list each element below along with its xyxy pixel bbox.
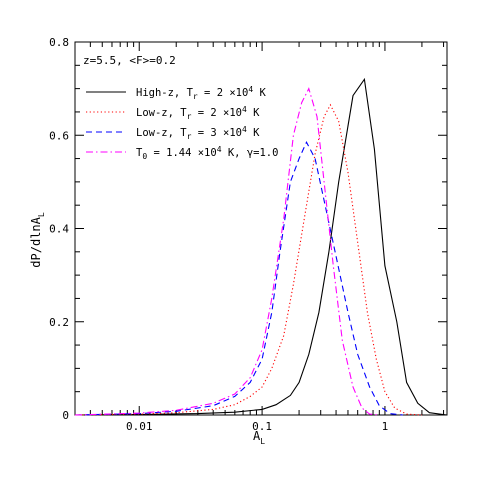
legend-label-3: Low-z, Tr = 3 ×104 K: [136, 125, 260, 141]
series-line-3: [74, 140, 403, 416]
legend-label-1: High-z, Tr = 2 ×104 K: [136, 85, 266, 101]
y-axis-label: dP/dlnAL: [29, 212, 46, 268]
series-line-1: [74, 77, 448, 416]
y-tick-label: 0: [62, 409, 69, 422]
legend: High-z, Tr = 2 ×104 K Low-z, Tr = 2 ×104 …: [86, 85, 278, 161]
y-tick-label: 0.2: [49, 316, 69, 329]
x-axis-label-main: A: [253, 429, 261, 443]
y-tick-label: 0.8: [49, 36, 69, 49]
x-tick-label: 1: [382, 420, 389, 433]
y-tick-label: 0.4: [49, 223, 69, 236]
x-axis-label: AL: [253, 429, 265, 446]
x-axis-label-subscript: L: [260, 437, 265, 446]
x-tick-label: 0.01: [126, 420, 153, 433]
series-lines: [74, 77, 448, 416]
x-tick-label: 0.1: [252, 420, 272, 433]
series-line-2: [74, 103, 422, 416]
y-axis-label-main: dP/dlnA: [29, 216, 43, 267]
y-tick-label: 0.6: [49, 129, 69, 142]
axis-ticks: 0.01 0.1 1 0 0.2 0.4 0.6 0.8: [49, 36, 447, 433]
plot-annotation: z=5.5, <F>=0.2: [83, 54, 176, 67]
y-axis-label-subscript: L: [37, 212, 46, 217]
legend-label-4: T0 = 1.44 ×104 K, γ=1.0: [136, 145, 278, 161]
legend-label-2: Low-z, Tr = 2 ×104 K: [136, 105, 260, 121]
